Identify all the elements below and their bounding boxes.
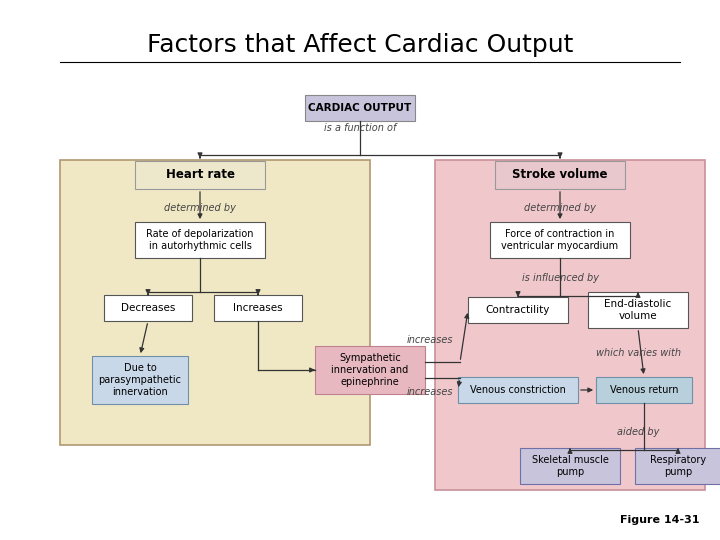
Text: CARDIAC OUTPUT: CARDIAC OUTPUT	[308, 103, 412, 113]
FancyBboxPatch shape	[458, 377, 578, 403]
Text: Decreases: Decreases	[121, 303, 175, 313]
FancyBboxPatch shape	[305, 95, 415, 121]
Text: Rate of depolarization
in autorhythmic cells: Rate of depolarization in autorhythmic c…	[146, 229, 253, 251]
Text: Respiratory
pump: Respiratory pump	[650, 455, 706, 477]
Text: Contractility: Contractility	[486, 305, 550, 315]
FancyBboxPatch shape	[60, 160, 370, 445]
Text: Sympathetic
innervation and
epinephrine: Sympathetic innervation and epinephrine	[331, 353, 409, 387]
Text: Due to
parasympathetic
innervation: Due to parasympathetic innervation	[99, 362, 181, 397]
FancyBboxPatch shape	[104, 295, 192, 321]
Text: Skeletal muscle
pump: Skeletal muscle pump	[531, 455, 608, 477]
Text: determined by: determined by	[164, 203, 236, 213]
FancyBboxPatch shape	[135, 161, 265, 189]
FancyBboxPatch shape	[490, 222, 630, 258]
Text: which varies with: which varies with	[595, 348, 680, 358]
FancyBboxPatch shape	[468, 297, 568, 323]
Text: determined by: determined by	[524, 203, 596, 213]
FancyBboxPatch shape	[520, 448, 620, 484]
FancyBboxPatch shape	[315, 346, 425, 394]
FancyBboxPatch shape	[588, 292, 688, 328]
Text: is a function of: is a function of	[324, 123, 396, 133]
FancyBboxPatch shape	[435, 160, 705, 490]
Text: Venous return: Venous return	[610, 385, 678, 395]
Text: Factors that Affect Cardiac Output: Factors that Affect Cardiac Output	[147, 33, 573, 57]
Text: Force of contraction in
ventricular myocardium: Force of contraction in ventricular myoc…	[501, 229, 618, 251]
Text: increases: increases	[407, 335, 454, 345]
Text: is influenced by: is influenced by	[521, 273, 598, 283]
FancyBboxPatch shape	[635, 448, 720, 484]
Text: Figure 14-31: Figure 14-31	[621, 515, 700, 525]
Text: Increases: Increases	[233, 303, 283, 313]
Text: End-diastolic
volume: End-diastolic volume	[604, 299, 672, 321]
Text: Stroke volume: Stroke volume	[512, 168, 608, 181]
FancyBboxPatch shape	[92, 356, 188, 404]
FancyBboxPatch shape	[214, 295, 302, 321]
Text: Heart rate: Heart rate	[166, 168, 235, 181]
Text: increases: increases	[407, 387, 454, 397]
Text: Venous constriction: Venous constriction	[470, 385, 566, 395]
FancyBboxPatch shape	[596, 377, 692, 403]
FancyBboxPatch shape	[495, 161, 625, 189]
Text: aided by: aided by	[617, 427, 660, 437]
FancyBboxPatch shape	[135, 222, 265, 258]
